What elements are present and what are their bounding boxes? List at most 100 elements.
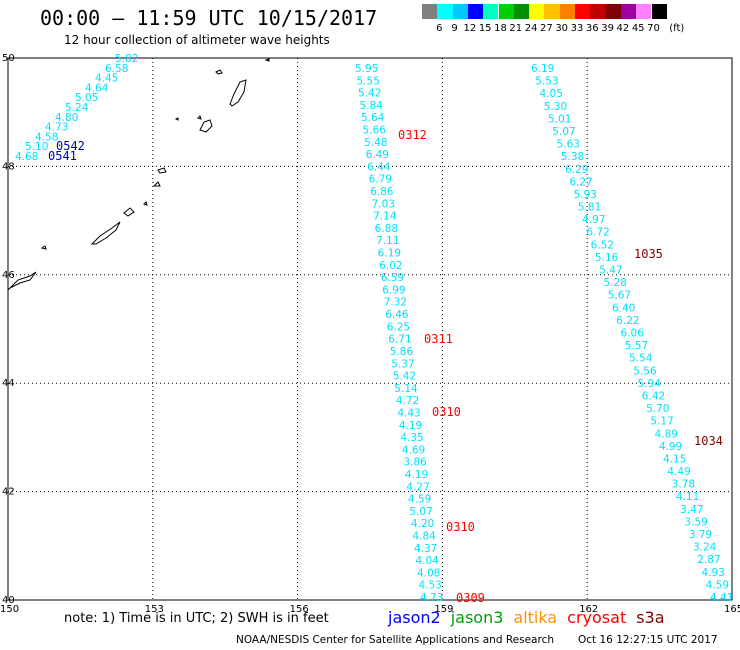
wave-height-value: 5.67: [608, 290, 631, 302]
grid-lines: [8, 58, 732, 600]
wave-height-value: 6.49: [366, 149, 389, 161]
wave-height-value: 5.01: [548, 113, 571, 125]
pass-time-label: 1034: [694, 434, 723, 448]
coastline-island: [40, 245, 47, 250]
axis-labels: 150 153 156 159 162 165 50 48 46 44 42 40: [0, 53, 740, 615]
lon-label: 162: [579, 604, 598, 615]
scale-swatch: [529, 4, 545, 19]
coastline-island: [229, 79, 247, 107]
wave-height-value: 4.99: [659, 441, 682, 453]
scale-label: 21: [509, 23, 523, 34]
wave-height-value: 4.58: [35, 131, 58, 143]
track-pass-b: 5.955.555.425.845.645.665.486.496.446.79…: [355, 63, 443, 604]
wave-height-value: 5.47: [599, 265, 622, 277]
wave-height-value: 3.79: [689, 529, 712, 541]
wave-height-value: 4.59: [408, 494, 431, 506]
scale-label: 39: [601, 23, 614, 34]
scale-label: 45: [631, 23, 645, 34]
wave-height-value: 5.16: [595, 252, 619, 264]
wave-height-value: 5.70: [646, 403, 669, 415]
coastline: [7, 58, 270, 291]
wave-height-value: 5.30: [544, 101, 567, 113]
wave-height-value: 5.17: [650, 416, 673, 428]
map-title: 00:00 – 11:59 UTC 10/15/2017: [40, 6, 378, 30]
wave-height-value: 4.68: [15, 151, 38, 163]
wave-height-value: 6.79: [369, 174, 392, 186]
wave-height-value: 4.08: [417, 567, 440, 579]
wave-height-value: 4.84: [412, 530, 436, 542]
lon-label: 159: [434, 604, 453, 615]
lat-label: 40: [2, 595, 15, 606]
scale-label: 18: [494, 23, 507, 34]
wave-height-value: 3.86: [403, 457, 427, 469]
wave-height-value: 6.19: [378, 248, 401, 260]
coastline-island: [143, 201, 148, 206]
wave-height-value: 5.14: [394, 383, 418, 395]
wave-height-value: 4.93: [701, 567, 724, 579]
wave-height-value: 4.49: [667, 466, 690, 478]
pass-time-label: 1035: [634, 247, 663, 261]
wave-height-value: 4.53: [418, 580, 441, 592]
scale-swatch: [422, 4, 438, 19]
wave-height-value: 5.07: [552, 126, 575, 138]
note-text: note: 1) Time is in UTC; 2) SWH is in fe…: [64, 611, 329, 626]
mission-altika: altika: [513, 608, 558, 627]
pass-time-label: 0310: [432, 405, 461, 419]
lat-label: 50: [2, 53, 15, 64]
scale-label: 30: [555, 23, 569, 34]
wave-height-value: 6.46: [385, 309, 409, 321]
wave-height-value: 5.37: [391, 358, 414, 370]
wave-height-value: 6.99: [382, 284, 405, 296]
mission-jason3: jason3: [450, 608, 504, 627]
scale-swatch: [651, 4, 667, 19]
coastline-island: [90, 221, 121, 245]
wave-height-value: 3.24: [693, 542, 717, 554]
wave-height-value: 5.42: [393, 371, 416, 383]
wave-height-value: 4.73: [420, 592, 443, 604]
pass-time-label: 0309: [456, 591, 485, 605]
coastline-island: [152, 181, 161, 187]
wave-height-value: 6.59: [381, 272, 404, 284]
coastline-island: [197, 115, 202, 120]
lat-label: 46: [2, 270, 15, 281]
wave-height-value: 4.89: [655, 428, 678, 440]
wave-height-value: 6.40: [612, 302, 635, 314]
wave-height-value: 4.15: [663, 453, 686, 465]
wave-height-value: 5.56: [633, 365, 657, 377]
coastline-island: [174, 117, 179, 121]
lat-label: 42: [2, 487, 15, 498]
mission-legend: jason2 jason3 altika cryosat s3a: [388, 608, 675, 627]
wave-height-value: 4.69: [402, 444, 425, 456]
scale-label: 24: [524, 23, 538, 34]
coastline-island: [199, 119, 213, 133]
mission-jason2: jason2: [388, 608, 441, 627]
pass-time-label: 0312: [398, 128, 427, 142]
lon-label: 153: [145, 604, 164, 615]
wave-height-value: 2.87: [697, 554, 720, 566]
wave-height-value: 4.35: [400, 432, 423, 444]
wave-height-value: 5.84: [360, 100, 384, 112]
wave-height-value: 5.95: [355, 63, 378, 75]
wave-height-value: 5.10: [25, 141, 48, 153]
scale-label: 9: [451, 23, 458, 34]
wave-height-value: 5.86: [390, 346, 414, 358]
track-pass-a: 5.826.584.454.645.055.244.804.734.585.10…: [15, 53, 138, 163]
scale-label: 6: [436, 23, 443, 34]
coastline-island: [123, 207, 135, 217]
pass-time-label: 0311: [424, 332, 453, 346]
coastline-island: [7, 271, 37, 291]
wave-height-value: 4.72: [396, 395, 419, 407]
wave-height-value: 6.72: [586, 227, 609, 239]
scale-label: 70: [647, 23, 660, 34]
wave-height-value: 4.04: [415, 555, 439, 567]
wave-height-value: 5.93: [574, 189, 597, 201]
wave-height-value: 5.82: [115, 53, 138, 65]
wave-height-value: 7.32: [384, 297, 407, 309]
scale-swatch: [620, 4, 637, 19]
wave-height-value: 6.27: [569, 176, 592, 188]
wave-height-value: 6.29: [565, 164, 588, 176]
wave-height-value: 6.88: [375, 223, 398, 235]
wave-height-value: 5.64: [361, 112, 385, 124]
wave-height-value: 4.43: [397, 407, 420, 419]
